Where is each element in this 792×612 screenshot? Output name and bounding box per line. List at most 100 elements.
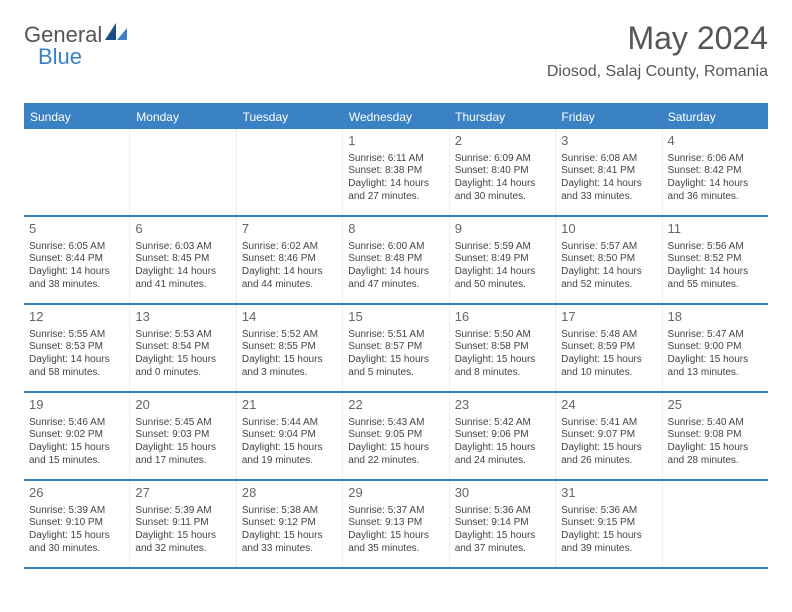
day-ss: Sunset: 9:04 PM <box>242 429 337 442</box>
day-ss: Sunset: 9:12 PM <box>242 517 337 530</box>
day-d2: and 8 minutes. <box>455 367 550 380</box>
day-cell: 29Sunrise: 5:37 AMSunset: 9:13 PMDayligh… <box>342 481 448 567</box>
day-number: 31 <box>561 485 656 502</box>
day-d1: Daylight: 15 hours <box>455 442 550 455</box>
day-d2: and 44 minutes. <box>242 279 337 292</box>
week-row: 5 Sunrise: 6:05 AMSunset: 8:44 PM Daylight… <box>24 217 768 305</box>
day-cell: 24Sunrise: 5:41 AMSunset: 9:07 PMDayligh… <box>555 393 661 479</box>
day-number: 10 <box>561 221 656 238</box>
day-d1: Daylight: 14 hours <box>29 354 124 367</box>
day-d2: and 41 minutes. <box>135 279 230 292</box>
day-number: 16 <box>455 309 550 326</box>
day-sr: Sunrise: 6:11 AM <box>348 153 443 166</box>
day-cell: 22Sunrise: 5:43 AMSunset: 9:05 PMDayligh… <box>342 393 448 479</box>
location: Diosod, Salaj County, Romania <box>547 63 768 81</box>
day-d2: and 30 minutes. <box>455 191 550 204</box>
logo-text-blue: Blue <box>38 44 82 69</box>
week-row: 1Sunrise: 6:11 AMSunset: 8:38 PMDaylight… <box>24 129 768 217</box>
dow-monday: Monday <box>130 105 236 129</box>
day-cell: 6Sunrise: 6:03 AMSunset: 8:45 PMDaylight… <box>129 217 235 303</box>
day-ss: Sunset: 8:45 PM <box>135 253 230 266</box>
day-ss: Sunset: 9:08 PM <box>668 429 763 442</box>
day-d2: and 52 minutes. <box>561 279 656 292</box>
day-d1: Daylight: 15 hours <box>242 530 337 543</box>
day-d2: and 3 minutes. <box>242 367 337 380</box>
day-d1: Daylight: 15 hours <box>455 354 550 367</box>
day-cell: 17Sunrise: 5:48 AMSunset: 8:59 PMDayligh… <box>555 305 661 391</box>
day-d2: and 19 minutes. <box>242 455 337 468</box>
day-sr: Sunrise: 5:36 AM <box>455 505 550 518</box>
day-d2: and 28 minutes. <box>668 455 763 468</box>
day-sr: Sunrise: 5:44 AM <box>242 417 337 430</box>
day-cell: 11Sunrise: 5:56 AMSunset: 8:52 PMDayligh… <box>662 217 768 303</box>
day-d1: Daylight: 15 hours <box>668 354 763 367</box>
day-d1: Daylight: 15 hours <box>29 530 124 543</box>
calendar: SundayMondayTuesdayWednesdayThursdayFrid… <box>24 103 768 569</box>
day-cell: 13Sunrise: 5:53 AMSunset: 8:54 PMDayligh… <box>129 305 235 391</box>
day-ss: Sunset: 8:52 PM <box>668 253 763 266</box>
dow-wednesday: Wednesday <box>343 105 449 129</box>
day-ss: Sunset: 8:42 PM <box>668 165 763 178</box>
day-d1: Daylight: 14 hours <box>668 178 763 191</box>
day-d2: and 36 minutes. <box>668 191 763 204</box>
day-number: 1 <box>348 133 443 150</box>
day-number: 19 <box>29 397 124 414</box>
day-d1: Daylight: 14 hours <box>455 266 550 279</box>
day-d2: and 17 minutes. <box>135 455 230 468</box>
day-ss: Sunset: 8:40 PM <box>455 165 550 178</box>
day-cell-empty <box>129 129 235 215</box>
day-cell: 20Sunrise: 5:45 AMSunset: 9:03 PMDayligh… <box>129 393 235 479</box>
day-ss: Sunset: 8:46 PM <box>242 253 337 266</box>
day-sr: Sunrise: 5:43 AM <box>348 417 443 430</box>
day-d2: and 13 minutes. <box>668 367 763 380</box>
day-d1: Daylight: 15 hours <box>561 354 656 367</box>
day-d2: and 35 minutes. <box>348 543 443 556</box>
day-sr: Sunrise: 5:39 AM <box>135 505 230 518</box>
dow-saturday: Saturday <box>662 105 768 129</box>
day-cell: 4Sunrise: 6:06 AMSunset: 8:42 PMDaylight… <box>662 129 768 215</box>
day-ss: Sunset: 8:58 PM <box>455 341 550 354</box>
day-number: 3 <box>561 133 656 150</box>
day-number: 5 <box>29 221 124 238</box>
dow-row: SundayMondayTuesdayWednesdayThursdayFrid… <box>24 105 768 129</box>
day-ss: Sunset: 8:48 PM <box>348 253 443 266</box>
day-cell: 25Sunrise: 5:40 AMSunset: 9:08 PMDayligh… <box>662 393 768 479</box>
day-ss: Sunset: 8:49 PM <box>455 253 550 266</box>
day-number: 30 <box>455 485 550 502</box>
day-d2: and 0 minutes. <box>135 367 230 380</box>
dow-thursday: Thursday <box>449 105 555 129</box>
day-d1: Daylight: 15 hours <box>135 354 230 367</box>
day-ss: Sunset: 9:15 PM <box>561 517 656 530</box>
day-number: 27 <box>135 485 230 502</box>
day-cell: 15Sunrise: 5:51 AMSunset: 8:57 PMDayligh… <box>342 305 448 391</box>
day-sr: Sunrise: 5:41 AM <box>561 417 656 430</box>
day-cell: 7Sunrise: 6:02 AMSunset: 8:46 PMDaylight… <box>236 217 342 303</box>
day-d2: and 26 minutes. <box>561 455 656 468</box>
day-ss: Sunset: 8:50 PM <box>561 253 656 266</box>
dow-friday: Friday <box>555 105 661 129</box>
day-cell: 30Sunrise: 5:36 AMSunset: 9:14 PMDayligh… <box>449 481 555 567</box>
day-d1: Daylight: 14 hours <box>455 178 550 191</box>
day-ss: Sunset: 9:06 PM <box>455 429 550 442</box>
day-d1: Daylight: 15 hours <box>242 354 337 367</box>
day-d1: Daylight: 14 hours <box>242 266 337 279</box>
day-number: 26 <box>29 485 124 502</box>
day-sr: Sunrise: 5:53 AM <box>135 329 230 342</box>
day-cell: 10Sunrise: 5:57 AMSunset: 8:50 PMDayligh… <box>555 217 661 303</box>
day-number: 24 <box>561 397 656 414</box>
week-row: 12Sunrise: 5:55 AMSunset: 8:53 PMDayligh… <box>24 305 768 393</box>
day-number: 20 <box>135 397 230 414</box>
day-cell: 12Sunrise: 5:55 AMSunset: 8:53 PMDayligh… <box>24 305 129 391</box>
day-cell: 5Sunrise: 6:05 AMSunset: 8:44 PMDaylight… <box>24 217 129 303</box>
day-d1: Daylight: 15 hours <box>135 530 230 543</box>
day-sr: Sunrise: 6:05 AM <box>29 241 124 254</box>
day-sr: Sunrise: 5:52 AM <box>242 329 337 342</box>
day-number: 18 <box>668 309 763 326</box>
day-number: 2 <box>455 133 550 150</box>
day-sr: Sunrise: 5:56 AM <box>668 241 763 254</box>
day-d1: Daylight: 15 hours <box>348 530 443 543</box>
day-ss: Sunset: 8:44 PM <box>29 253 124 266</box>
day-cell-empty <box>662 481 768 567</box>
day-number: 23 <box>455 397 550 414</box>
day-ss: Sunset: 8:55 PM <box>242 341 337 354</box>
